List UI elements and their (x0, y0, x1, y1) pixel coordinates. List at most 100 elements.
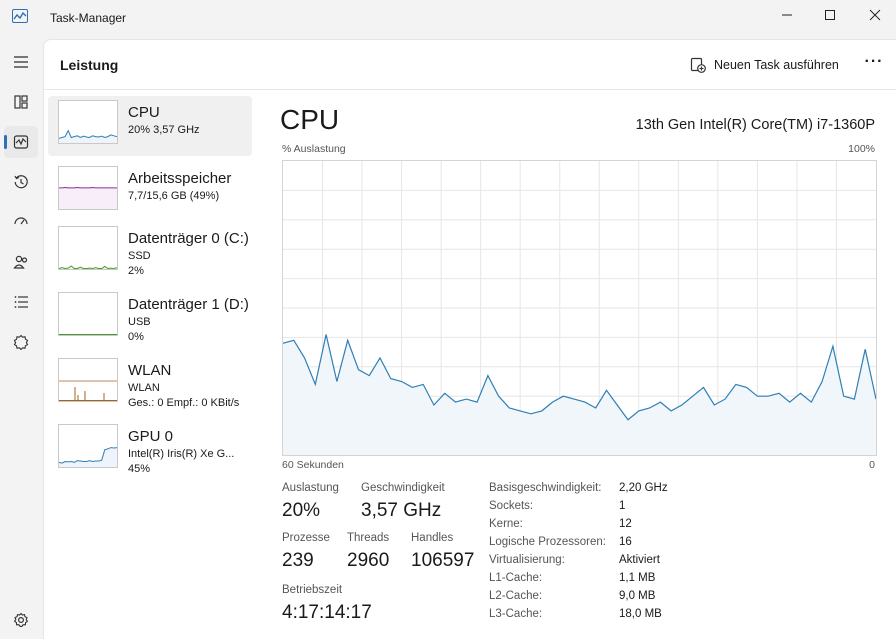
spec-key: Logische Prozessoren: (489, 536, 606, 548)
gpu-thumbnail-graph (58, 424, 118, 468)
thumbnail-line (59, 129, 117, 139)
device-detail: 2% (128, 265, 144, 277)
processes-icon (14, 95, 28, 109)
services-icon (13, 334, 29, 350)
new-task-icon (690, 57, 706, 73)
task-manager-app-icon (12, 9, 28, 23)
spec-key: L2-Cache: (489, 590, 543, 602)
main-panel: Leistung Neuen Task ausführen ··· CPU 20… (43, 39, 896, 639)
spec-key: L1-Cache: (489, 572, 543, 584)
run-new-task-label: Neuen Task ausführen (714, 58, 839, 72)
processes-value: 239 (282, 550, 314, 571)
device-type: Intel(R) Iris(R) Xe G... (128, 448, 235, 460)
more-options-button[interactable]: ··· (864, 53, 884, 70)
device-type: USB (128, 316, 151, 328)
page-title: Leistung (60, 57, 119, 73)
close-icon (869, 9, 881, 21)
device-type: SSD (128, 250, 151, 262)
spec-value: 2,20 GHz (619, 482, 668, 494)
window-title: Task-Manager (50, 11, 127, 25)
thumbnail-fill (59, 187, 117, 209)
spec-value: 9,0 MB (619, 590, 656, 602)
run-new-task-button[interactable]: Neuen Task ausführen (690, 54, 839, 76)
device-wlan[interactable]: WLAN WLAN Ges.: 0 Empf.: 0 KBit/s (48, 354, 252, 414)
threads-value: 2960 (347, 550, 390, 571)
performance-icon (13, 135, 29, 149)
chart-area-fill (283, 334, 876, 455)
maximize-icon (825, 10, 835, 20)
nav-performance[interactable] (4, 126, 38, 158)
x-axis-label: 60 Sekunden (282, 459, 344, 471)
threads-label: Threads (347, 532, 390, 544)
details-icon (14, 296, 28, 308)
handles-value: 106597 (411, 550, 475, 571)
cpu-usage-chart (282, 160, 877, 456)
nav-settings[interactable] (4, 604, 38, 636)
device-detail: 0% (128, 331, 144, 343)
y-axis-max-label: 100% (848, 143, 875, 155)
chart-series-line (283, 334, 876, 421)
uptime-label: Betriebszeit (282, 584, 343, 596)
memory-thumbnail-graph (58, 166, 118, 210)
maximize-button[interactable] (807, 0, 853, 30)
minimize-button[interactable] (764, 0, 810, 30)
speed-value: 3,57 GHz (361, 500, 442, 521)
device-detail: 45% (128, 463, 151, 475)
header-divider (44, 89, 896, 90)
y-axis-label: % Auslastung (282, 143, 346, 155)
cpu-thumbnail-graph (58, 100, 118, 144)
nav-processes[interactable] (4, 86, 38, 118)
thumbnail-fill (59, 447, 117, 467)
spec-value: 16 (619, 536, 632, 548)
device-gpu-0[interactable]: GPU 0 Intel(R) Iris(R) Xe G... 45% (48, 420, 252, 480)
spec-key: Sockets: (489, 500, 534, 512)
hamburger-icon (14, 56, 28, 68)
disk1-thumbnail-graph (58, 292, 118, 336)
spec-value: 12 (619, 518, 632, 530)
spec-key: L3-Cache: (489, 608, 543, 620)
spec-key: Kerne: (489, 518, 523, 530)
nav-details[interactable] (4, 286, 38, 318)
device-name: WLAN (128, 362, 172, 379)
device-disk-1[interactable]: Datenträger 1 (D:) USB 0% (48, 288, 252, 348)
gear-icon (13, 612, 29, 627)
startup-icon (14, 217, 28, 225)
handles-label: Handles (411, 532, 454, 544)
device-name: Datenträger 0 (C:) (128, 230, 249, 247)
nav-startup[interactable] (4, 206, 38, 238)
uptime-value: 4:17:14:17 (282, 602, 372, 623)
thumbnail-line (59, 447, 117, 464)
speed-label: Geschwindigkeit (361, 482, 445, 494)
detail-title: CPU (280, 104, 340, 135)
device-name: Arbeitsspeicher (128, 170, 232, 187)
nav-services[interactable] (4, 326, 38, 358)
device-detail: 20% 3,57 GHz (128, 124, 200, 136)
device-cpu[interactable]: CPU 20% 3,57 GHz (48, 96, 252, 156)
cpu-model: 13th Gen Intel(R) Core(TM) i7-1360P (635, 117, 875, 133)
spec-key: Virtualisierung: (489, 554, 565, 566)
nav-app-history[interactable] (4, 166, 38, 198)
usage-label: Auslastung (282, 482, 339, 494)
history-icon (14, 175, 28, 189)
nav-users[interactable] (4, 246, 38, 278)
title-bar: Task-Manager (0, 0, 896, 38)
thumbnail-line (59, 265, 117, 269)
device-type: WLAN (128, 382, 160, 394)
spec-key: Basisgeschwindigkeit: (489, 482, 602, 494)
spec-value: Aktiviert (619, 554, 660, 566)
usage-value: 20% (282, 500, 321, 521)
spec-value: 18,0 MB (619, 608, 662, 620)
wlan-thumbnail-graph (58, 358, 118, 402)
spec-value: 1,1 MB (619, 572, 656, 584)
device-name: Datenträger 1 (D:) (128, 296, 249, 313)
device-name: CPU (128, 104, 160, 121)
disk0-thumbnail-graph (58, 226, 118, 270)
device-name: GPU 0 (128, 428, 174, 445)
device-disk-0[interactable]: Datenträger 0 (C:) SSD 2% (48, 222, 252, 282)
device-memory[interactable]: Arbeitsspeicher 7,7/15,6 GB (49%) (48, 162, 252, 222)
users-icon (13, 255, 28, 269)
device-detail: Ges.: 0 Empf.: 0 KBit/s (128, 397, 240, 409)
nav-menu-button[interactable] (4, 46, 38, 78)
close-button[interactable] (852, 0, 896, 30)
minimize-icon (782, 14, 792, 16)
